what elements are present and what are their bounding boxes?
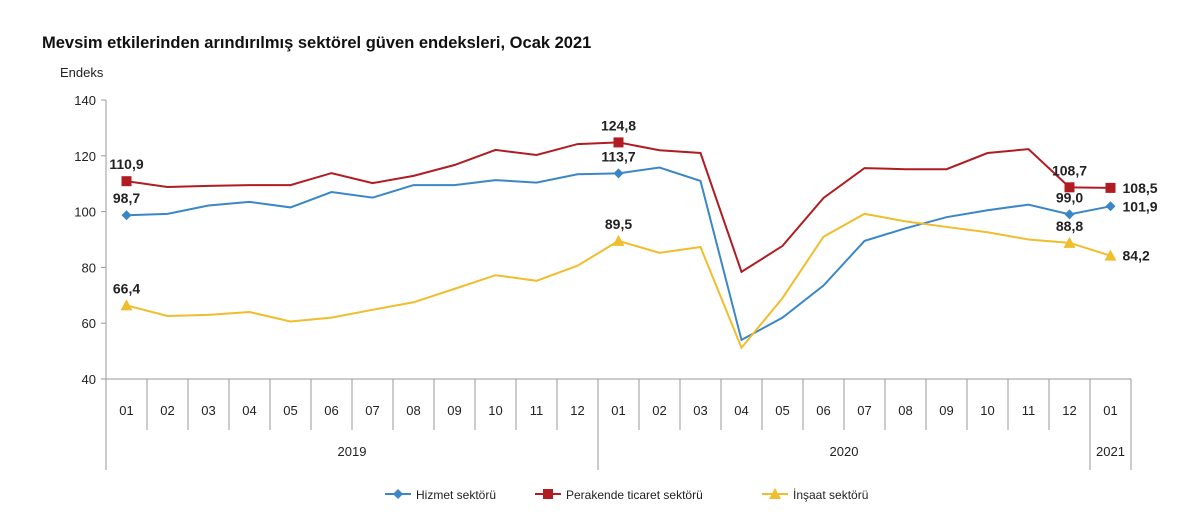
x-tick-label: 10 — [980, 403, 994, 418]
x-tick-label: 07 — [857, 403, 871, 418]
x-tick-label: 06 — [816, 403, 830, 418]
data-point-square — [1105, 182, 1116, 193]
y-tick-label: 80 — [82, 260, 96, 275]
x-tick-label: 01 — [1103, 403, 1117, 418]
y-tick-label: 60 — [82, 316, 96, 331]
y-tick-label: 140 — [74, 93, 96, 108]
legend-label: İnşaat sektörü — [793, 488, 868, 502]
x-tick-label: 11 — [1022, 403, 1036, 418]
x-tick-label: 09 — [939, 403, 953, 418]
x-group-label: 2021 — [1096, 444, 1125, 459]
x-tick-label: 10 — [488, 403, 502, 418]
x-tick-label: 08 — [406, 403, 420, 418]
legend-label: Perakende ticaret sektörü — [566, 488, 703, 502]
data-label: 101,9 — [1123, 198, 1158, 214]
series-line — [126, 212, 1111, 350]
x-tick-label: 09 — [447, 403, 461, 418]
series-line — [126, 166, 1111, 342]
x-tick-label: 12 — [570, 403, 584, 418]
data-label: 110,9 — [109, 156, 143, 172]
data-label: 66,4 — [113, 280, 140, 296]
data-point-diamond — [613, 168, 624, 179]
data-point-square — [1064, 182, 1075, 193]
x-group-label: 2019 — [338, 444, 367, 459]
legend-label: Hizmet sektörü — [416, 488, 496, 502]
x-tick-label: 02 — [652, 403, 666, 418]
data-label: 108,5 — [1123, 180, 1158, 196]
data-point-triangle — [612, 234, 625, 246]
y-axis-label: Endeks — [60, 65, 104, 80]
data-label: 98,7 — [113, 190, 140, 206]
x-tick-label: 04 — [734, 403, 748, 418]
data-point-triangle — [1063, 236, 1076, 248]
data-label: 124,8 — [601, 117, 636, 133]
data-label: 113,7 — [601, 148, 635, 164]
chart-title: Mevsim etkilerinden arındırılmış sektöre… — [42, 34, 592, 52]
data-point-triangle — [769, 488, 781, 499]
x-tick-label: 05 — [283, 403, 297, 418]
data-label: 99,0 — [1056, 189, 1083, 205]
data-point-square — [543, 489, 553, 499]
data-point-diamond — [393, 489, 403, 499]
x-tick-label: 06 — [324, 403, 338, 418]
data-point-diamond — [1105, 201, 1116, 212]
data-label: 89,5 — [605, 216, 632, 232]
data-point-triangle — [120, 299, 133, 311]
data-point-diamond — [121, 210, 132, 221]
data-point-square — [121, 176, 132, 187]
y-tick-label: 40 — [82, 372, 96, 387]
x-tick-label: 11 — [530, 403, 544, 418]
x-tick-label: 03 — [201, 403, 215, 418]
data-label: 84,2 — [1123, 248, 1150, 264]
x-tick-label: 01 — [611, 403, 625, 418]
x-tick-label: 07 — [365, 403, 379, 418]
x-tick-label: 08 — [898, 403, 912, 418]
x-tick-label: 02 — [160, 403, 174, 418]
data-point-square — [613, 137, 624, 148]
data-label: 108,7 — [1052, 162, 1087, 178]
data-point-triangle — [1104, 249, 1117, 261]
x-tick-label: 04 — [242, 403, 256, 418]
data-label: 88,8 — [1056, 218, 1083, 234]
x-tick-label: 12 — [1062, 403, 1076, 418]
y-tick-label: 100 — [74, 205, 96, 220]
x-tick-label: 01 — [119, 403, 133, 418]
x-group-label: 2020 — [830, 444, 859, 459]
y-tick-label: 120 — [74, 149, 96, 164]
x-tick-label: 03 — [693, 403, 707, 418]
data-point-diamond — [1064, 209, 1075, 220]
x-tick-label: 05 — [775, 403, 789, 418]
